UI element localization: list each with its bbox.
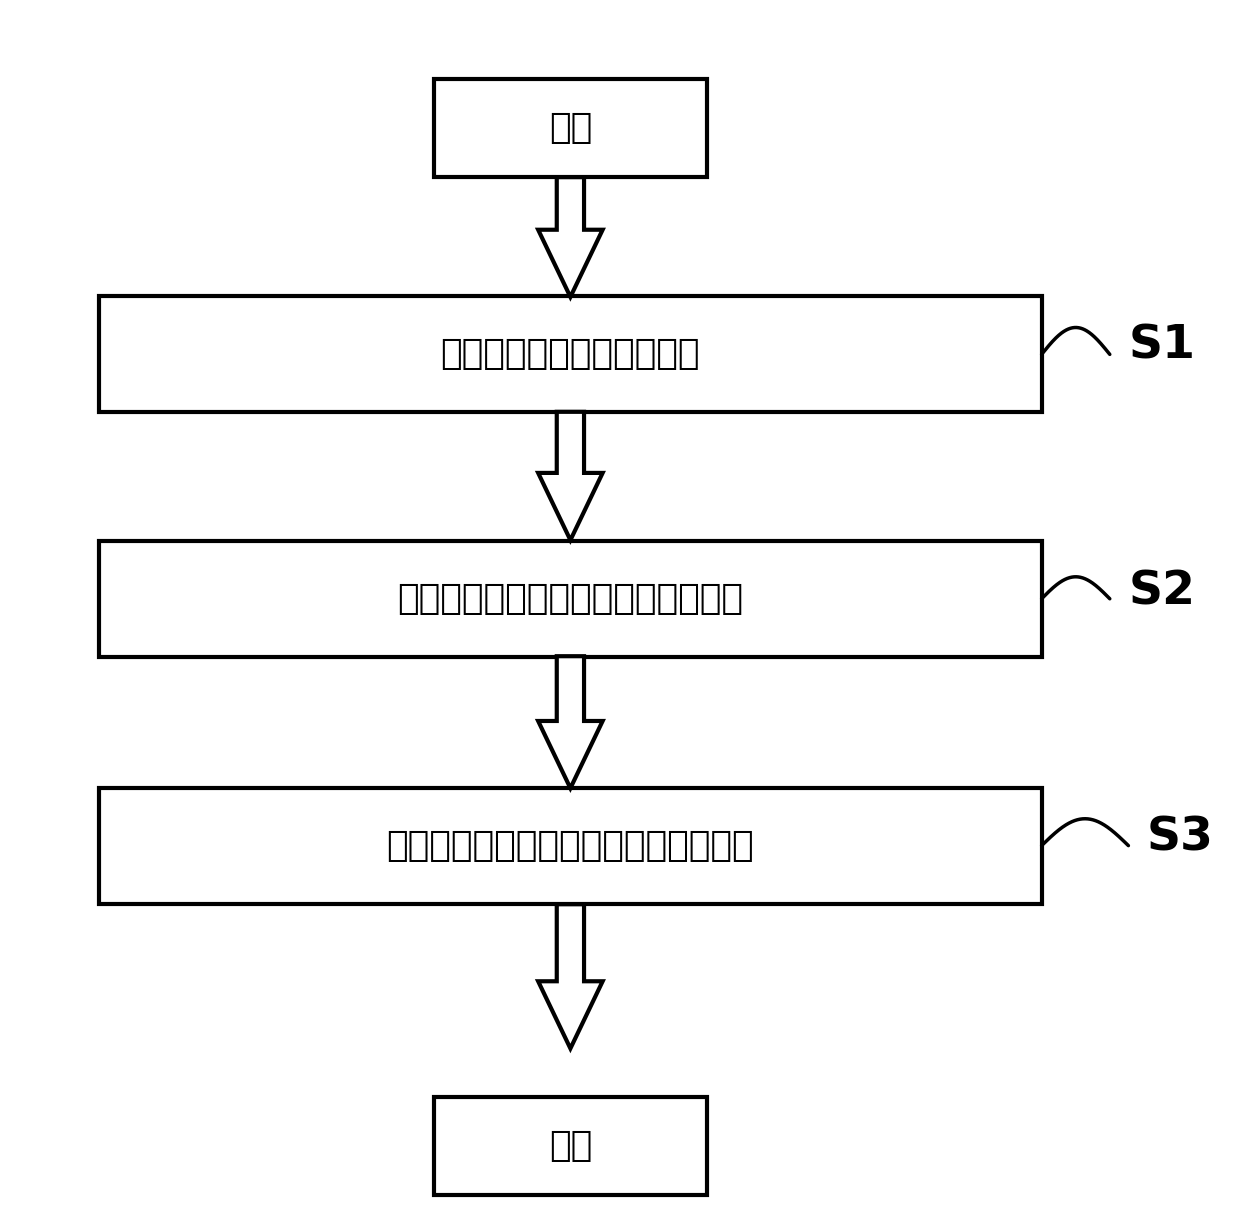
Text: 开始: 开始 [549, 111, 591, 145]
Polygon shape [538, 412, 603, 540]
Text: S3: S3 [1147, 815, 1214, 860]
Text: S1: S1 [1128, 324, 1195, 369]
Polygon shape [538, 904, 603, 1048]
Bar [434, 79, 707, 177]
Text: 结束: 结束 [549, 1129, 591, 1163]
Text: S2: S2 [1128, 569, 1195, 615]
Bar [99, 540, 1042, 656]
Bar [99, 787, 1042, 904]
Polygon shape [538, 656, 603, 788]
Text: 记录电流及蓄电池端电压后断开负载: 记录电流及蓄电池端电压后断开负载 [397, 582, 744, 616]
Text: 对蓄电池进行直流恒流放电: 对蓄电池进行直流恒流放电 [440, 337, 701, 371]
Bar [434, 1097, 707, 1195]
Text: 间隔若干微秒后，采集蓄电池端电压値: 间隔若干微秒后，采集蓄电池端电压値 [387, 829, 754, 863]
Polygon shape [538, 177, 603, 297]
Bar [99, 297, 1042, 413]
